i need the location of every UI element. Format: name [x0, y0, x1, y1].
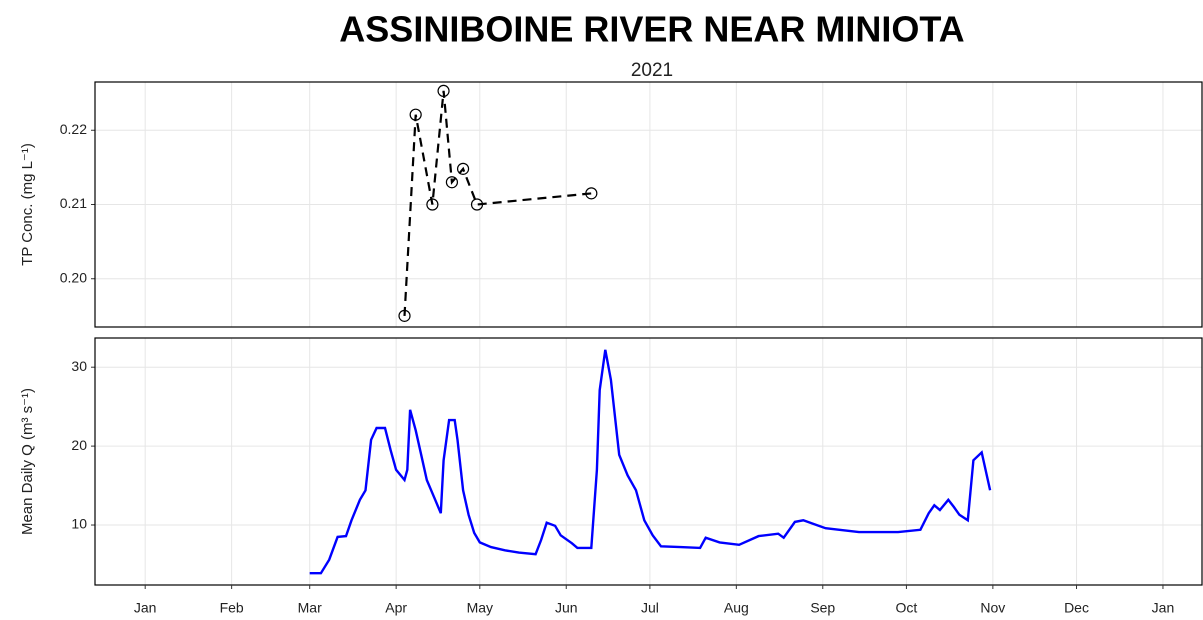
y-tick-label: 0.22 — [60, 121, 87, 137]
data-point — [456, 162, 470, 175]
y-tick-label: 20 — [71, 437, 87, 453]
chart-title: ASSINIBOINE RIVER NEAR MINIOTA — [339, 9, 964, 50]
y-tick-label: 10 — [71, 516, 87, 532]
y-tick-label: 0.20 — [60, 269, 87, 285]
y-axis-label: TP Conc. (mg L⁻¹) — [19, 143, 36, 266]
x-tick-label: Aug — [724, 600, 749, 616]
x-tick-label: Feb — [220, 600, 244, 616]
x-tick-label: Nov — [980, 600, 1005, 616]
x-tick-label: Jul — [641, 600, 659, 616]
x-tick-label: Dec — [1064, 600, 1089, 616]
x-tick-label: Jan — [1152, 600, 1175, 616]
data-line — [403, 90, 592, 316]
panel-border — [94, 81, 1203, 328]
x-tick-label: Jun — [555, 600, 578, 616]
data-point — [470, 198, 484, 211]
x-tick-label: May — [467, 600, 493, 616]
y-tick-label: 0.21 — [60, 195, 87, 211]
chart-subtitle: 2021 — [631, 60, 673, 81]
data-point — [409, 108, 422, 121]
panel-border — [94, 337, 1203, 586]
x-tick-label: Apr — [385, 600, 407, 616]
data-point — [426, 198, 439, 211]
x-tick-label: Jan — [134, 600, 157, 616]
y-tick-label: 30 — [71, 358, 87, 374]
x-tick-label: Mar — [298, 600, 322, 616]
data-point — [398, 309, 411, 322]
x-tick-label: Oct — [896, 600, 918, 616]
x-tick-label: Sep — [810, 600, 835, 616]
y-axis-label: Mean Daily Q (m³ s⁻¹) — [19, 388, 36, 535]
data-point — [437, 84, 450, 98]
data-point — [585, 187, 598, 200]
data-point — [445, 176, 459, 189]
data-line — [309, 349, 992, 575]
